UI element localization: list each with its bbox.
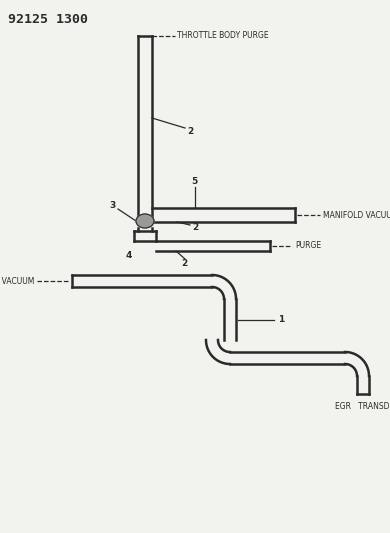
Text: 4: 4 (126, 252, 132, 261)
Text: MANIFOLD VACUUM: MANIFOLD VACUUM (323, 211, 390, 220)
Text: 2: 2 (181, 260, 187, 269)
Text: 3: 3 (109, 201, 115, 211)
Ellipse shape (136, 214, 154, 228)
Text: 92125 1300: 92125 1300 (8, 13, 88, 26)
Text: THROTTLE BODY PURGE: THROTTLE BODY PURGE (177, 31, 269, 41)
Text: EGR   TRANSDUCER: EGR TRANSDUCER (335, 402, 390, 411)
Text: 2: 2 (192, 223, 198, 232)
Text: 2: 2 (187, 126, 193, 135)
Text: 5: 5 (191, 177, 197, 187)
Text: 1: 1 (278, 315, 284, 324)
Text: MANIFOLD VACUUM: MANIFOLD VACUUM (0, 277, 34, 286)
Text: PURGE: PURGE (295, 241, 321, 251)
